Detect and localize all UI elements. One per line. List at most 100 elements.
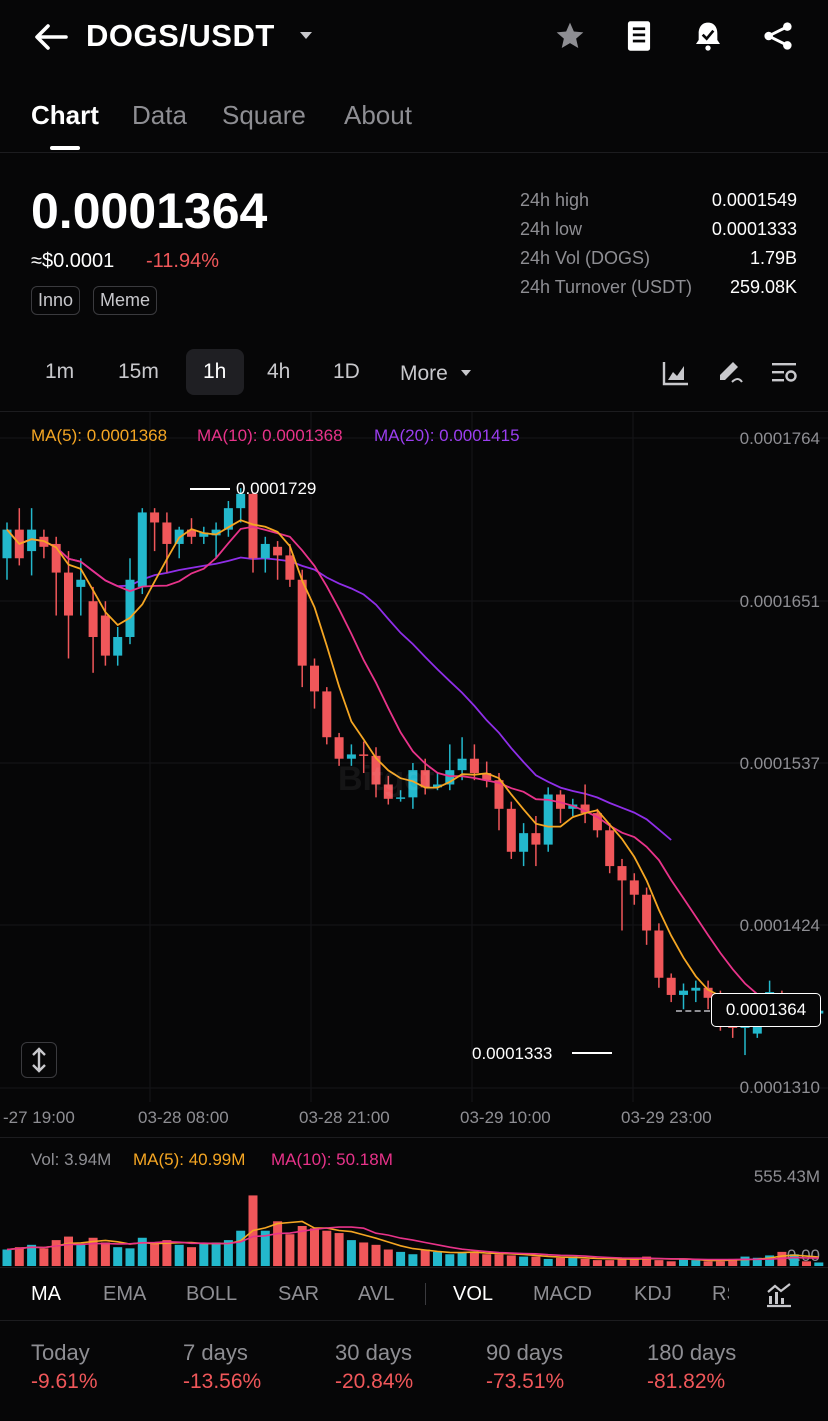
volume-bar	[740, 1256, 750, 1266]
timeframe-1h[interactable]: 1h	[203, 360, 227, 383]
volume-bar	[76, 1244, 86, 1266]
vertical-arrows-icon	[32, 1047, 46, 1073]
scale-toggle-button[interactable]	[21, 1042, 57, 1078]
stat-label-24h-high: 24h high	[520, 190, 590, 210]
volume-bar	[469, 1251, 479, 1266]
volume-bar	[691, 1260, 701, 1266]
tab-about[interactable]: About	[344, 100, 412, 130]
indicator-ma[interactable]: MA	[31, 1283, 61, 1305]
candle-body	[322, 691, 332, 738]
candle	[396, 790, 406, 802]
time-axis-label: -27 19:00	[3, 1108, 75, 1127]
indicator-vol[interactable]: VOL	[453, 1283, 494, 1305]
performance-divider	[0, 1320, 828, 1321]
candle-body	[445, 770, 455, 785]
pair-title[interactable]: DOGS/USDT	[86, 18, 275, 53]
volume-bar	[322, 1230, 332, 1266]
timeframe-1m[interactable]: 1m	[45, 360, 75, 383]
bell-icon[interactable]	[692, 20, 724, 52]
candle	[310, 658, 319, 709]
candle-body	[691, 987, 701, 991]
indicator-rsi[interactable]: RSI	[712, 1283, 729, 1305]
timeframe-1d[interactable]: 1D	[333, 360, 360, 383]
volume-bar	[100, 1242, 110, 1266]
tag-meme[interactable]: Meme	[93, 286, 158, 315]
volume-bar	[789, 1254, 799, 1266]
candle-body	[88, 601, 98, 638]
volume-bar	[629, 1257, 639, 1266]
candle-body	[457, 758, 467, 771]
candle	[654, 923, 664, 988]
candle-body	[654, 930, 664, 978]
indicator-settings-icon[interactable]	[765, 1282, 793, 1308]
volume-bar	[605, 1260, 615, 1266]
back-arrow-icon[interactable]	[32, 22, 68, 52]
candle	[642, 887, 652, 945]
volume-bar	[802, 1261, 811, 1266]
volume-bar	[654, 1260, 664, 1266]
more-dropdown-icon[interactable]	[460, 368, 472, 378]
star-icon[interactable]	[554, 20, 586, 52]
price-axis-label: 0.0001537	[739, 754, 820, 773]
pair-dropdown-icon[interactable]	[298, 30, 314, 42]
chart-settings-icon[interactable]	[770, 360, 798, 386]
candle	[556, 790, 565, 824]
candle-body	[359, 754, 369, 756]
indicator-rsi-clip: RSI	[712, 1283, 729, 1311]
candle-body	[469, 758, 479, 774]
perf-label-90d: 90 days	[486, 1340, 564, 1365]
low-price-leader	[572, 1052, 612, 1054]
indicator-avl[interactable]: AVL	[358, 1283, 395, 1305]
indicator-kdj[interactable]: KDJ	[634, 1283, 672, 1305]
ma10-line	[6, 525, 819, 1011]
candle	[14, 508, 24, 566]
indicator-macd[interactable]: MACD	[533, 1283, 592, 1305]
candle-body	[51, 543, 61, 573]
price-axis-label: 0.0001651	[739, 592, 820, 611]
share-icon[interactable]	[762, 20, 794, 52]
volume-bar	[642, 1256, 652, 1266]
ma5-line	[6, 519, 819, 1014]
perf-label-today: Today	[31, 1340, 90, 1365]
chart-type-icon[interactable]	[662, 360, 690, 386]
document-icon[interactable]	[624, 20, 654, 52]
volume-bar	[14, 1247, 24, 1266]
tab-chart[interactable]: Chart	[31, 100, 99, 130]
candle-body	[642, 894, 652, 931]
candle-body	[260, 543, 270, 559]
candle-body	[592, 813, 602, 831]
candle-body	[666, 977, 676, 995]
last-price: 0.0001364	[31, 183, 268, 239]
candle	[383, 775, 393, 805]
timeframe-more[interactable]: More	[400, 362, 448, 385]
vol-ma5-legend: MA(5): 40.99M	[133, 1150, 246, 1169]
candle-body	[27, 529, 37, 552]
candle-body	[531, 833, 541, 845]
timeframe-15m[interactable]: 15m	[118, 360, 159, 383]
indicator-sar[interactable]: SAR	[278, 1283, 320, 1305]
tab-data[interactable]: Data	[132, 100, 187, 130]
tab-active-indicator	[50, 146, 80, 150]
candle	[346, 744, 356, 766]
stat-value-24h-turnover: 259.08K	[729, 277, 797, 297]
volume-bar	[371, 1244, 381, 1266]
tab-square[interactable]: Square	[222, 100, 306, 130]
high-price-leader	[190, 488, 230, 490]
candle	[236, 488, 246, 523]
volume-bar	[752, 1257, 762, 1266]
volume-bar	[174, 1244, 184, 1266]
volume-bar	[580, 1258, 590, 1266]
candlestick-chart[interactable]	[0, 412, 828, 1102]
indicator-boll[interactable]: BOLL	[186, 1283, 238, 1305]
low-price-label: 0.0001333	[472, 1044, 553, 1063]
timeframe-4h[interactable]: 4h	[267, 360, 291, 383]
high-price-label: 0.0001729	[236, 479, 317, 498]
candle	[519, 823, 529, 867]
candle	[51, 536, 61, 616]
indicator-ema[interactable]: EMA	[103, 1283, 147, 1305]
timeframe-active-bg	[186, 349, 244, 395]
volume-bar	[617, 1258, 627, 1266]
draw-tool-icon[interactable]	[716, 358, 746, 386]
last-price-badge[interactable]: 0.0001364	[711, 993, 821, 1027]
tag-inno[interactable]: Inno	[31, 286, 81, 315]
